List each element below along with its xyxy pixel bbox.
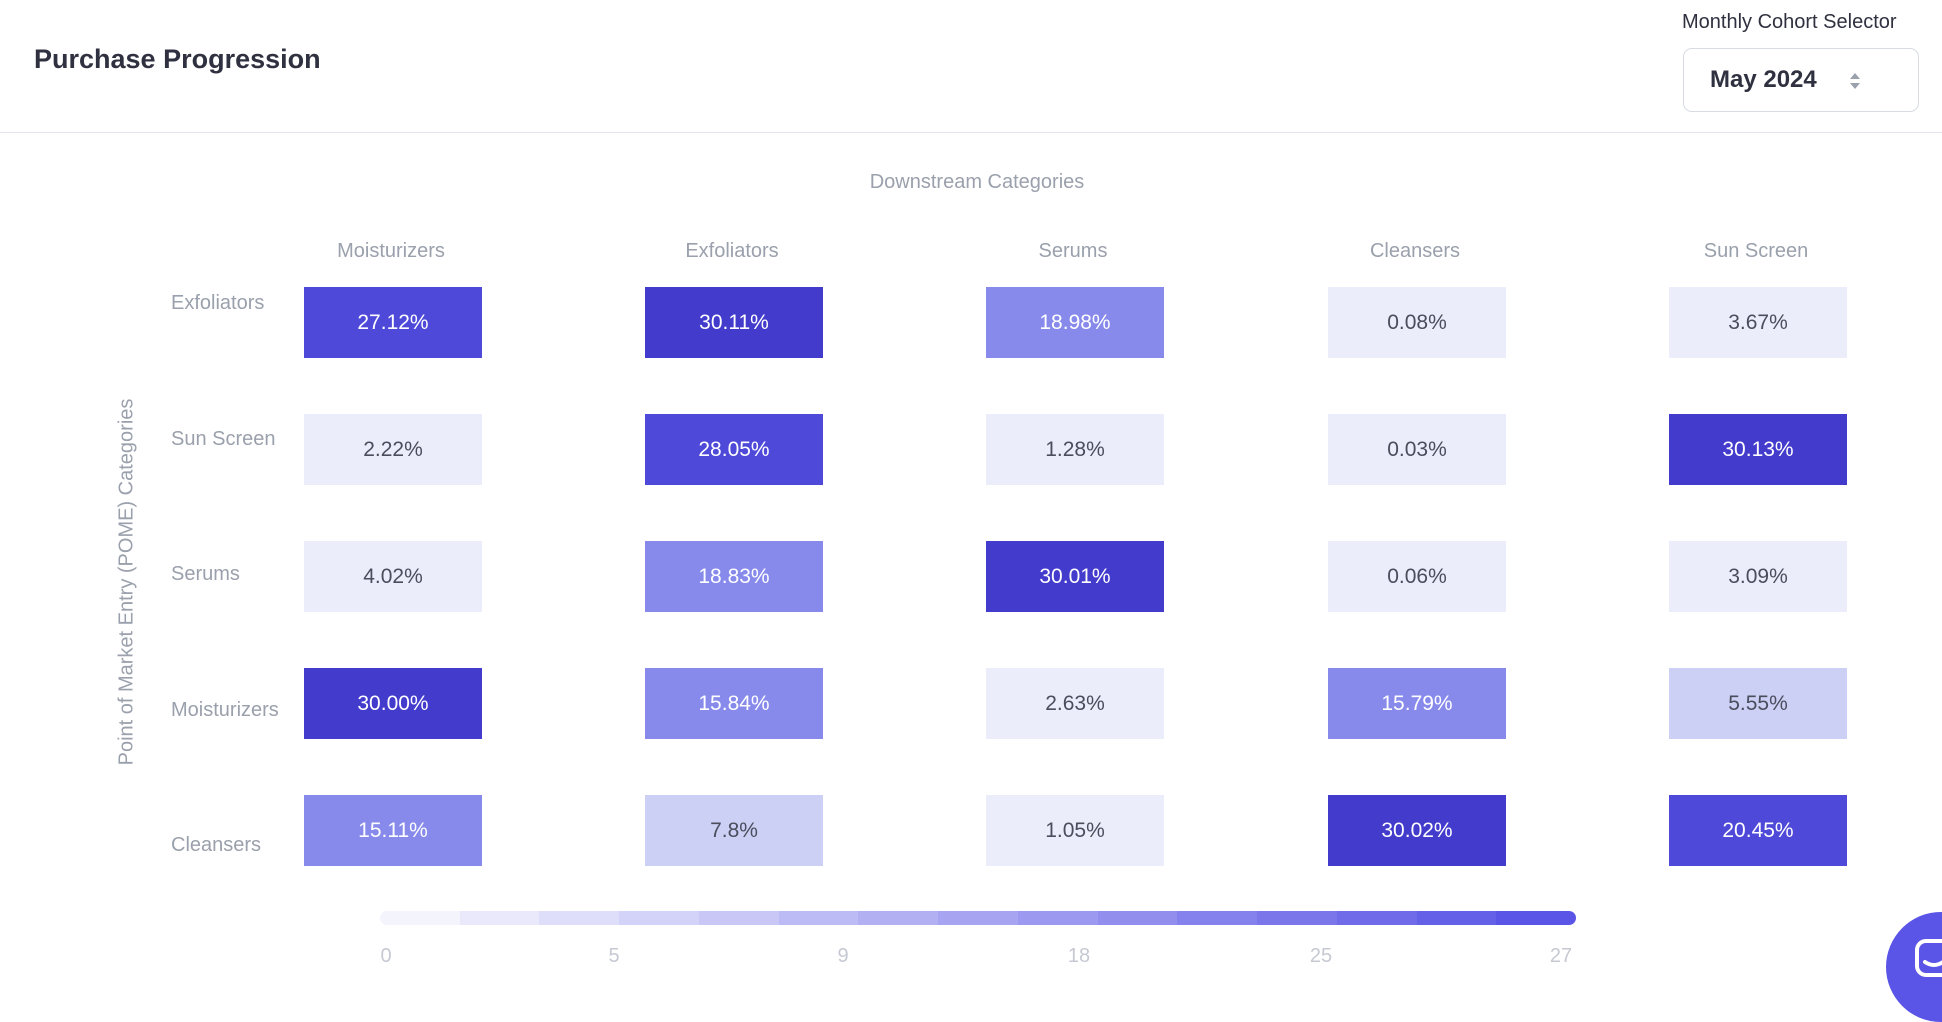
legend-segment <box>1097 911 1178 925</box>
heatmap-cell-moisturizers-to-exfoliators[interactable]: 15.84% <box>645 668 823 739</box>
heatmap-cell-cleansers-to-serums[interactable]: 1.05% <box>986 795 1164 866</box>
column-label-serums: Serums <box>1038 240 1108 262</box>
heatmap-cell-cleansers-to-sun-screen[interactable]: 20.45% <box>1669 795 1847 866</box>
legend-segment <box>1496 911 1576 925</box>
heatmap-cell-serums-to-serums[interactable]: 30.01% <box>986 541 1164 612</box>
heatmap-chart: Downstream Categories Point of Market En… <box>0 133 1942 994</box>
heatmap-cell-exfoliators-to-cleansers[interactable]: 0.08% <box>1328 287 1506 358</box>
row-label-serums: Serums <box>171 563 240 585</box>
heatmap-cell-cleansers-to-cleansers[interactable]: 30.02% <box>1328 795 1506 866</box>
legend-segment <box>1017 911 1098 925</box>
heatmap-cell-cleansers-to-exfoliators[interactable]: 7.8% <box>645 795 823 866</box>
heatmap-cell-sun-screen-to-sun-screen[interactable]: 30.13% <box>1669 414 1847 485</box>
color-legend-bar <box>380 911 1576 925</box>
heatmap-cell-exfoliators-to-sun-screen[interactable]: 3.67% <box>1669 287 1847 358</box>
legend-segment <box>1416 911 1497 925</box>
heatmap-cell-serums-to-exfoliators[interactable]: 18.83% <box>645 541 823 612</box>
row-label-exfoliators: Exfoliators <box>171 292 265 314</box>
row-label-cleansers: Cleansers <box>171 834 262 856</box>
legend-segment <box>858 911 939 925</box>
y-axis-title: Point of Market Entry (POME) Categories <box>115 398 138 766</box>
legend-tick-label: 18 <box>1067 945 1091 967</box>
legend-segment <box>778 911 859 925</box>
x-axis-title: Downstream Categories <box>869 171 1085 193</box>
legend-segment <box>380 911 460 925</box>
heatmap-cell-moisturizers-to-serums[interactable]: 2.63% <box>986 668 1164 739</box>
cohort-selector[interactable]: May 2024 <box>1683 48 1919 112</box>
cohort-selector-value: May 2024 <box>1710 66 1817 93</box>
legend-segment <box>1257 911 1337 925</box>
legend-tick-label: 9 <box>837 945 849 967</box>
legend-segment <box>698 911 779 925</box>
heatmap-cell-exfoliators-to-serums[interactable]: 18.98% <box>986 287 1164 358</box>
legend-tick-label: 25 <box>1309 945 1333 967</box>
heatmap-cell-serums-to-cleansers[interactable]: 0.06% <box>1328 541 1506 612</box>
column-label-sun-screen: Sun Screen <box>1703 240 1809 262</box>
legend-segment <box>619 911 699 925</box>
column-label-moisturizers: Moisturizers <box>337 240 445 262</box>
column-label-exfoliators: Exfoliators <box>685 240 779 262</box>
heatmap-cell-sun-screen-to-cleansers[interactable]: 0.03% <box>1328 414 1506 485</box>
legend-segment <box>1336 911 1417 925</box>
heatmap-cell-cleansers-to-moisturizers[interactable]: 15.11% <box>304 795 482 866</box>
legend-segment <box>459 911 540 925</box>
heatmap-cell-sun-screen-to-serums[interactable]: 1.28% <box>986 414 1164 485</box>
heatmap-cell-serums-to-sun-screen[interactable]: 3.09% <box>1669 541 1847 612</box>
legend-segment <box>1177 911 1258 925</box>
heatmap-cell-exfoliators-to-moisturizers[interactable]: 27.12% <box>304 287 482 358</box>
page-title: Purchase Progression <box>34 44 321 74</box>
legend-tick-label: 5 <box>608 945 620 967</box>
heatmap-cell-moisturizers-to-sun-screen[interactable]: 5.55% <box>1669 668 1847 739</box>
heatmap-cell-serums-to-moisturizers[interactable]: 4.02% <box>304 541 482 612</box>
page-header: Purchase Progression Monthly Cohort Sele… <box>0 0 1942 133</box>
heatmap-cell-sun-screen-to-moisturizers[interactable]: 2.22% <box>304 414 482 485</box>
heatmap-cell-sun-screen-to-exfoliators[interactable]: 28.05% <box>645 414 823 485</box>
legend-tick-label: 27 <box>1549 945 1573 967</box>
column-label-cleansers: Cleansers <box>1369 240 1461 262</box>
heatmap-cell-exfoliators-to-exfoliators[interactable]: 30.11% <box>645 287 823 358</box>
cohort-selector-label: Monthly Cohort Selector <box>1682 11 1897 33</box>
up-down-arrows-icon <box>1850 73 1860 89</box>
heatmap-cell-moisturizers-to-moisturizers[interactable]: 30.00% <box>304 668 482 739</box>
legend-segment <box>938 911 1018 925</box>
legend-tick-label: 0 <box>380 945 392 967</box>
chat-icon <box>1915 939 1942 977</box>
row-label-moisturizers: Moisturizers <box>171 699 279 721</box>
legend-segment <box>539 911 620 925</box>
row-label-sun-screen: Sun Screen <box>171 428 276 450</box>
heatmap-cell-moisturizers-to-cleansers[interactable]: 15.79% <box>1328 668 1506 739</box>
